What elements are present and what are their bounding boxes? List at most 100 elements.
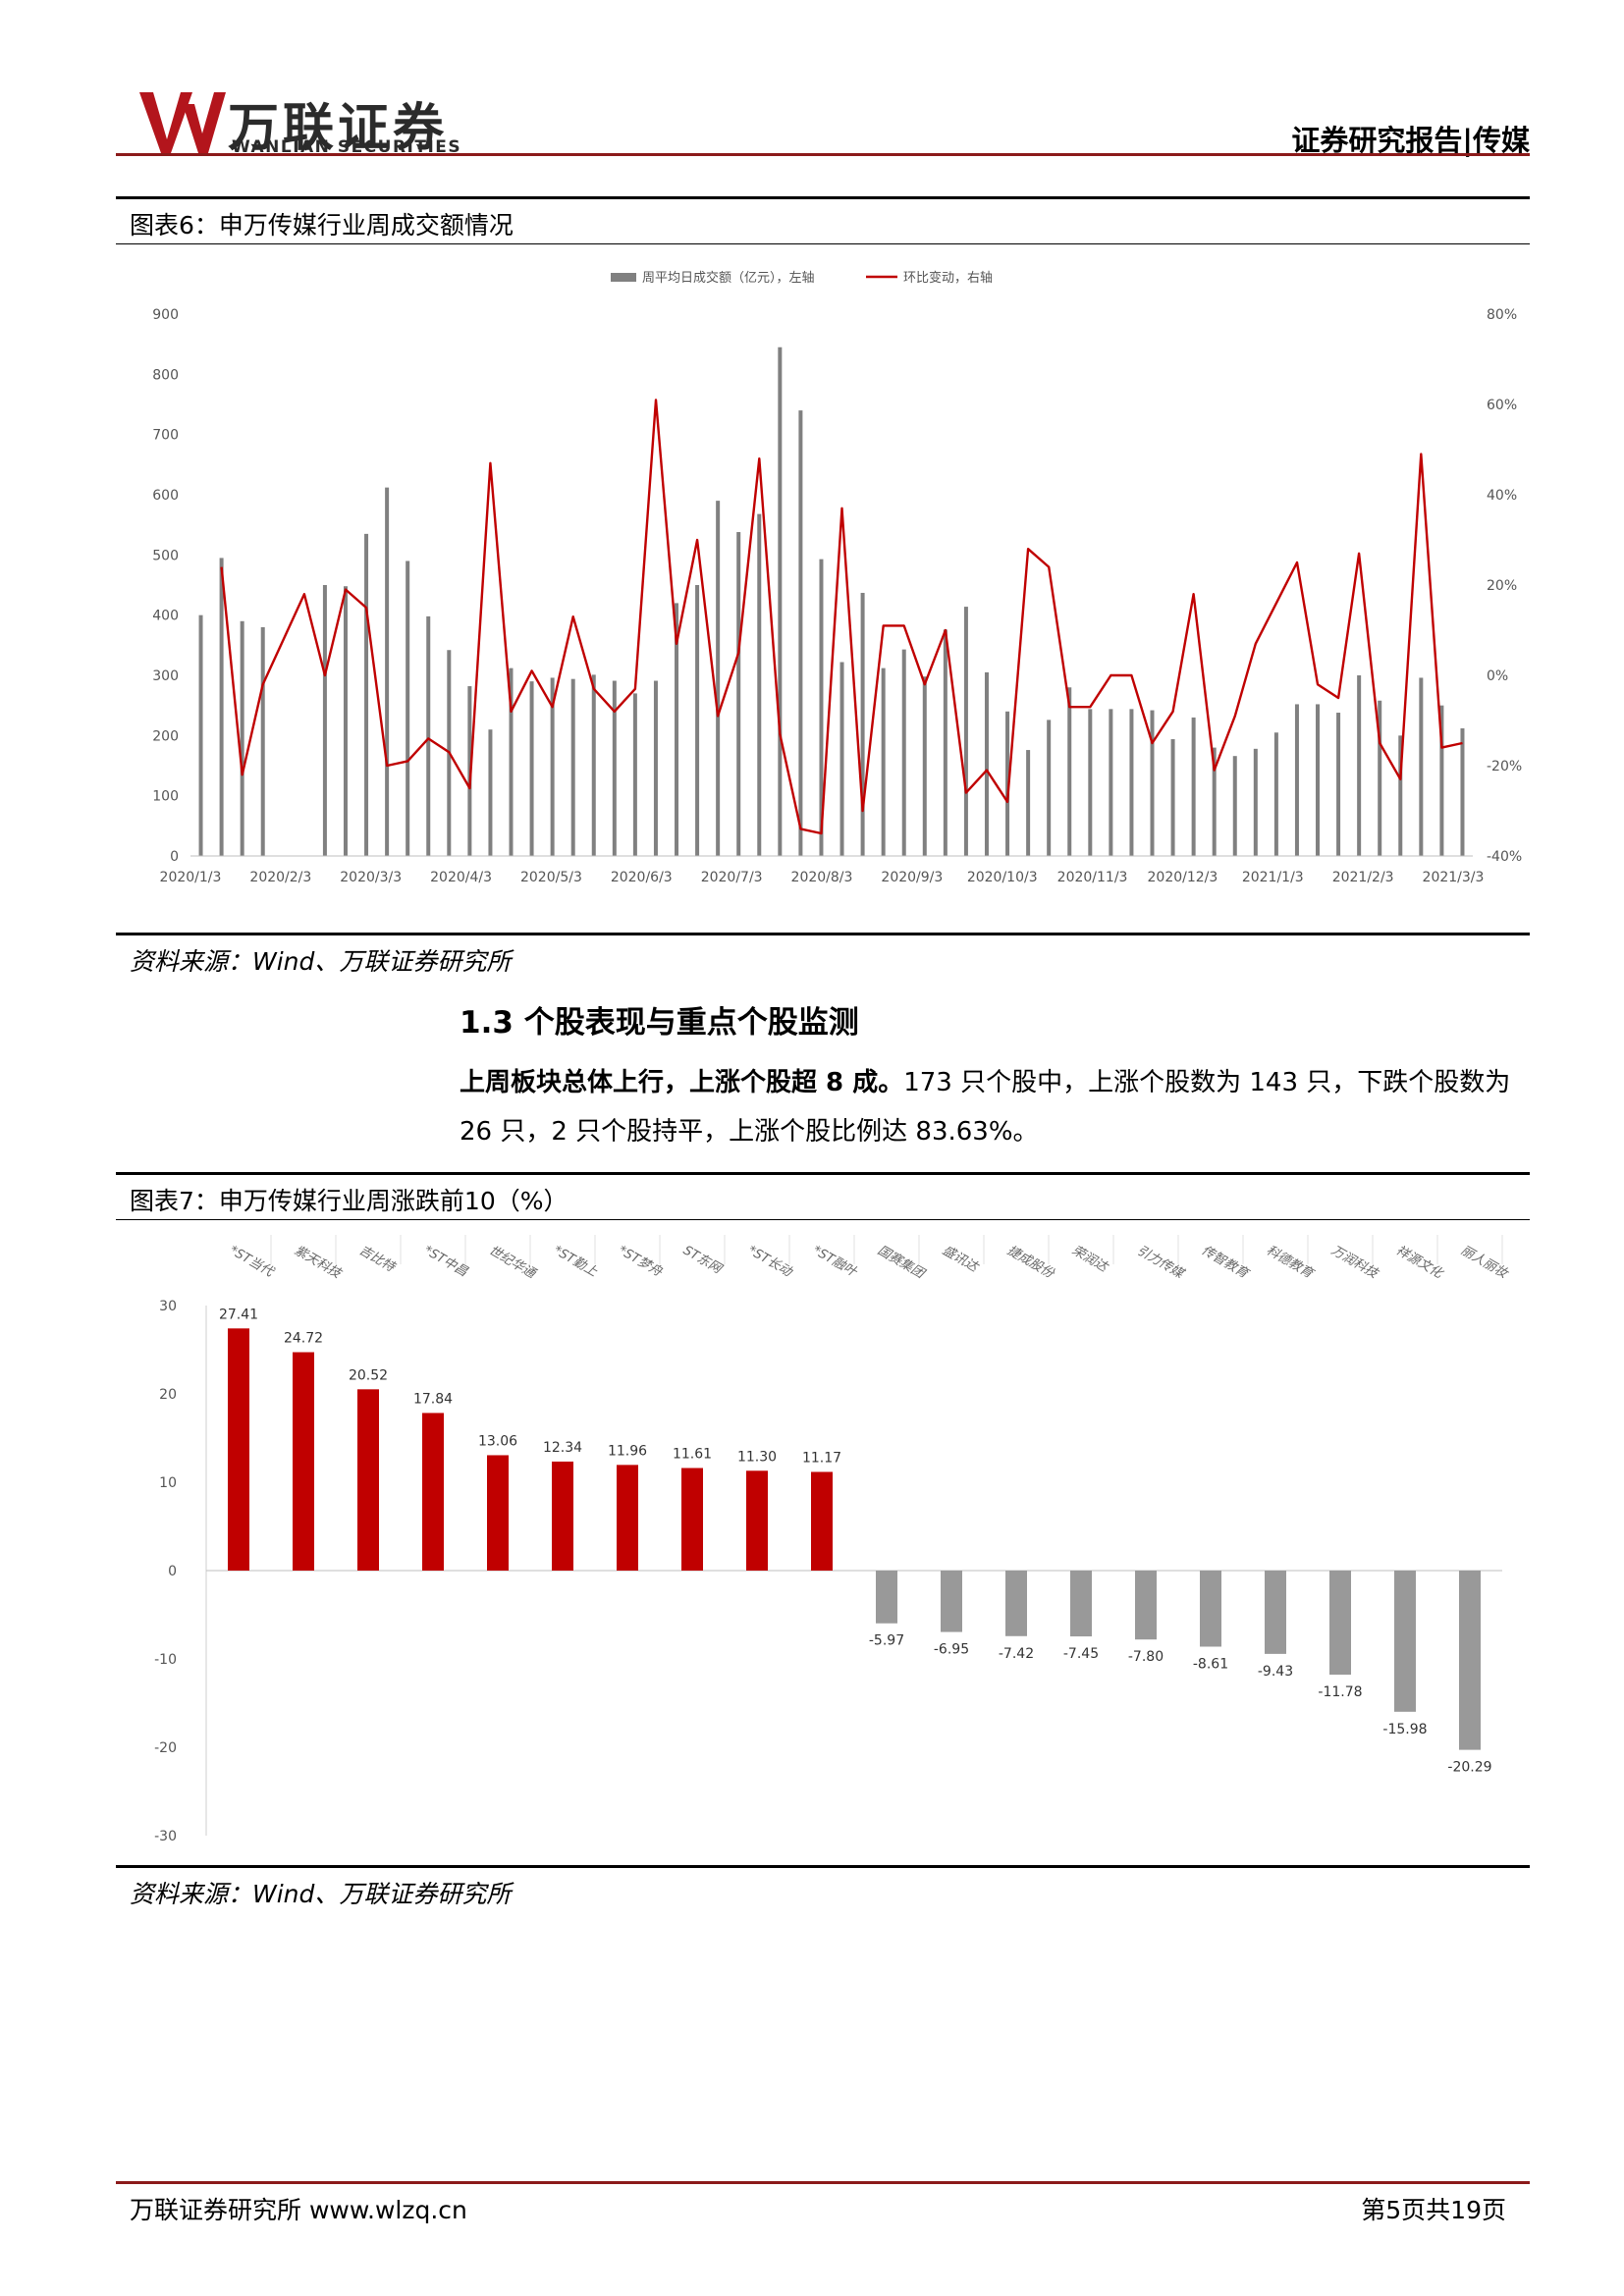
volume-bar [406,561,410,856]
logo-text-cn: 万联证券 [228,99,449,158]
volume-bar [984,671,989,856]
volume-bar [1232,756,1237,856]
volume-bar [550,677,555,856]
figure7-bottom-rule [116,1865,1530,1868]
volume-bar [1378,700,1382,856]
stock-bar [228,1328,249,1571]
x-axis-tick-label: 2020/9/3 [881,870,943,885]
x-axis-tick-label: 2020/5/3 [520,870,582,885]
section-paragraph: 上周板块总体上行，上涨个股超 8 成。173 只个股中，上涨个股数为 143 只… [460,1058,1526,1156]
stock-name-label: 盛讯达 [940,1243,982,1275]
left-axis-tick-label: 300 [152,668,179,684]
volume-bar [322,585,327,856]
volume-bar [343,586,348,856]
stock-value-label: -7.42 [999,1646,1034,1662]
stock-value-label: -7.45 [1063,1646,1099,1662]
stock-name-label: 国赛集团 [875,1243,929,1283]
volume-bar [716,501,721,856]
y-axis-tick-label: -30 [154,1829,177,1844]
stock-bar [1265,1571,1286,1654]
stock-value-label: 11.30 [737,1449,777,1465]
stock-name-label: 荣润达 [1069,1243,1111,1275]
x-axis-tick-label: 2020/10/3 [967,870,1038,885]
figure6-bottom-rule [116,933,1530,935]
stock-name-label: 丽人丽妆 [1458,1243,1511,1282]
change-line [220,399,1463,835]
stock-name-label: ST东网 [680,1243,726,1277]
volume-bar [591,674,596,856]
volume-bar [1150,710,1155,856]
left-axis-tick-label: 0 [170,849,179,865]
volume-bar [240,620,244,856]
stock-name-label: 传智教育 [1199,1243,1253,1283]
volume-bar [529,681,534,856]
stock-bar [1070,1571,1092,1637]
left-axis-tick-label: 800 [152,367,179,383]
x-axis-tick-label: 2021/1/3 [1242,870,1304,885]
volume-bar [1253,748,1258,856]
figure7-chart: 30 20 10 0 -10 -20 -30 27.41 *ST当代 24.72 紫天科技 20.52… [154,1235,1511,1844]
volume-bar [1191,717,1196,856]
figure7-source: 资料来源：Wind、万联证券研究所 [130,1880,512,1908]
stock-bar [1135,1571,1157,1640]
right-axis-tick-label: 80% [1487,307,1517,323]
stock-bar [422,1413,444,1571]
y-axis-tick-label: 30 [159,1299,177,1314]
volume-bar [1212,747,1217,856]
stock-bar [487,1455,509,1571]
right-axis-tick-label: -40% [1487,849,1522,865]
stock-bar [357,1389,379,1571]
volume-bar [219,558,224,856]
left-axis-tick-label: 600 [152,488,179,504]
figure6-top-rule [116,196,1530,199]
volume-bar [364,533,369,856]
volume-bar [1357,675,1362,856]
report-type: 证券研究报告|传媒 [1291,124,1530,157]
volume-bar [881,667,886,856]
stock-value-label: -9.43 [1258,1664,1293,1680]
volume-bar [1026,750,1031,856]
volume-bar [860,592,865,856]
volume-bar [901,649,906,856]
figure7-title: 图表7：申万传媒行业周涨跌前10（%） [130,1187,568,1215]
volume-bar [260,626,265,856]
volume-bar [695,585,700,856]
volume-bar [632,693,637,856]
stock-value-label: 27.41 [219,1307,258,1322]
x-axis-tick-label: 2020/2/3 [249,870,311,885]
stock-bar [876,1571,897,1624]
stock-name-label: 万润科技 [1328,1243,1381,1282]
x-axis-tick-label: 2020/4/3 [430,870,492,885]
volume-bar [1316,704,1321,856]
left-axis-tick-label: 500 [152,548,179,563]
stock-value-label: 12.34 [543,1440,582,1456]
right-axis-tick-label: 20% [1487,578,1517,594]
stock-bar [746,1470,768,1571]
volume-bar [198,614,203,856]
stock-name-label: *ST当代 [227,1243,277,1280]
volume-bar [736,532,741,856]
stock-bar [1200,1571,1221,1647]
legend-label-bars: 周平均日成交额（亿元），左轴 [642,270,815,286]
volume-bar [839,662,844,856]
left-axis-tick-label: 200 [152,728,179,744]
stock-value-label: -11.78 [1318,1684,1362,1700]
y-axis-tick-label: -10 [154,1652,177,1668]
figure6-title-rule [116,243,1530,244]
x-axis-tick-label: 2020/7/3 [701,870,763,885]
stock-name-label: 祥源文化 [1393,1243,1447,1283]
y-axis-tick-label: 0 [168,1564,177,1579]
volume-bar [1067,687,1072,856]
stock-bar [811,1471,833,1571]
right-axis-tick-label: 0% [1487,668,1508,684]
y-axis-tick-label: -20 [154,1740,177,1756]
stock-bar [552,1461,573,1571]
volume-bar [798,410,803,856]
page-number: 第5页共19页 [1361,2196,1506,2224]
stock-value-label: -5.97 [869,1633,904,1649]
volume-bar [1129,709,1134,856]
left-axis-tick-label: 100 [152,789,179,805]
stock-bar [1329,1571,1351,1676]
volume-bar [509,667,514,856]
volume-bar [488,729,493,856]
